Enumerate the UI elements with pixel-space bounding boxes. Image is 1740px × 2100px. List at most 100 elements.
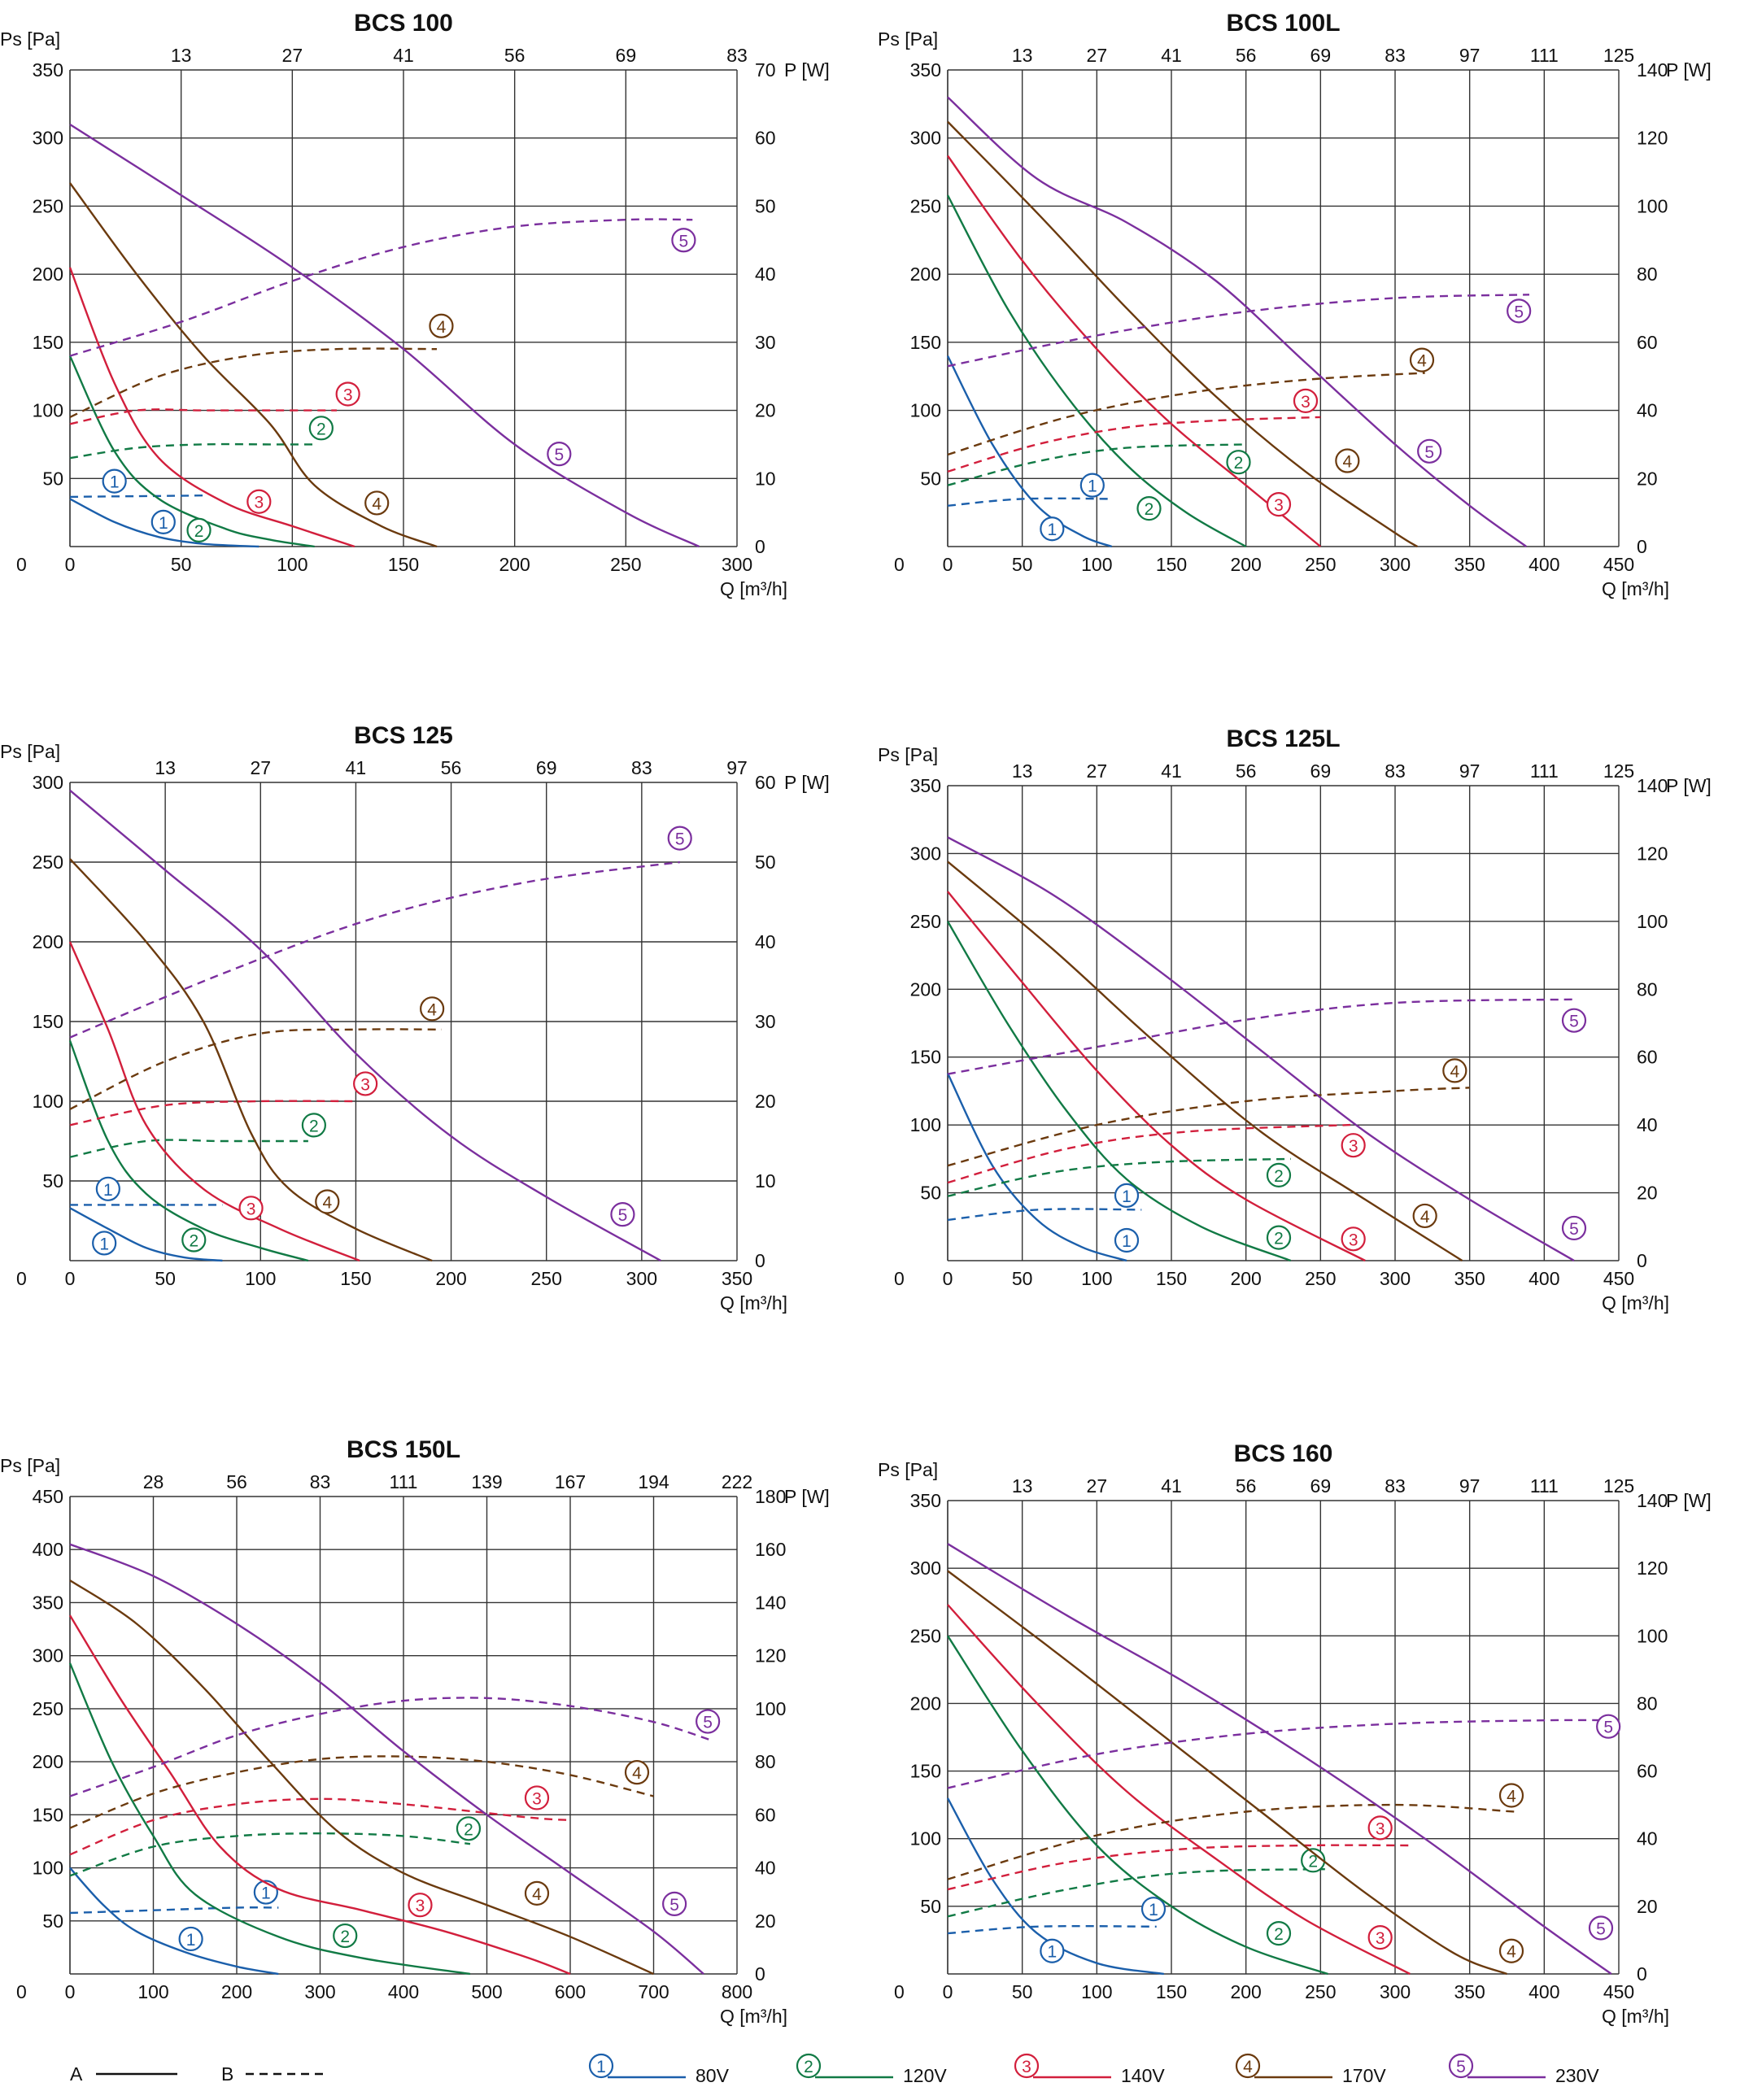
- series-2-power: 2: [69, 1816, 482, 1877]
- legend-a-label: A: [70, 2063, 83, 2085]
- series-1-pressure: 1: [69, 498, 259, 548]
- y2-tick-label: 50: [755, 195, 776, 216]
- top-tick-label: 27: [250, 757, 271, 778]
- marker-circle: [1498, 1938, 1524, 1963]
- series-marker: 1: [1040, 516, 1065, 542]
- marker-label: 2: [1308, 1852, 1318, 1871]
- marker-label: 4: [1450, 1062, 1459, 1081]
- series-2-pressure: 2: [68, 1662, 471, 1976]
- x-tick-label: 150: [1156, 1268, 1187, 1289]
- series-marker: 3: [408, 1893, 433, 1918]
- marker-label: 2: [1274, 1230, 1284, 1248]
- x-tick-label: 0: [65, 1981, 76, 2002]
- y-tick-label: 400: [33, 1539, 63, 1560]
- legend-marker-label: 2: [804, 2058, 813, 2076]
- series-1-pressure: 1: [69, 1207, 223, 1262]
- series-3-power: 3: [69, 1071, 378, 1126]
- y2-tick-label: 0: [1637, 1963, 1647, 1985]
- top-tick-label: 111: [1530, 45, 1559, 66]
- marker-circle: [524, 1785, 550, 1810]
- marker-label: 3: [360, 1075, 370, 1094]
- series-marker: 4: [1442, 1058, 1467, 1083]
- y2-tick-label: 20: [1637, 1183, 1658, 1204]
- top-tick-label: 56: [226, 1471, 247, 1492]
- y-axis-label: Ps [Pa]: [878, 1459, 938, 1480]
- y-tick-label: 300: [910, 128, 941, 149]
- series-marker: 1: [253, 1880, 278, 1905]
- legend-b-label: B: [221, 2063, 233, 2085]
- x-tick-label: 400: [1528, 1981, 1559, 2002]
- series-line: [68, 1614, 571, 1976]
- marker-circle: [301, 1113, 326, 1138]
- x-tick-label: 200: [1230, 554, 1261, 575]
- x-tick-label: 250: [1305, 554, 1336, 575]
- x-tick-label: 350: [1454, 1981, 1485, 2002]
- marker-label: 2: [464, 1820, 473, 1839]
- y2-axis-label: P [W]: [784, 772, 830, 793]
- marker-circle: [667, 826, 692, 851]
- series-marker: 5: [547, 442, 572, 467]
- x-axis-label: Q [m³/h]: [1602, 1292, 1669, 1314]
- x-tick-label: 300: [304, 1981, 335, 2002]
- y2-tick-label: 80: [1637, 978, 1658, 1000]
- marker-label: 5: [1514, 303, 1524, 321]
- series-marker: 2: [1266, 1225, 1292, 1250]
- marker-label: 3: [343, 386, 353, 404]
- series-line: [947, 1208, 1142, 1222]
- top-tick-label: 125: [1603, 45, 1634, 66]
- legend-item-4: 4 170V: [1235, 2053, 1386, 2086]
- series-marker: 1: [95, 1176, 120, 1201]
- grid: [947, 1500, 1620, 1975]
- x-tick-label: 300: [1380, 1268, 1411, 1289]
- y2-tick-label: 40: [755, 264, 776, 285]
- y2-tick-label: 140: [1637, 59, 1668, 81]
- y2-tick-label: 80: [1637, 264, 1658, 285]
- marker-label: 2: [189, 1232, 198, 1251]
- top-tick-label: 97: [726, 757, 748, 778]
- x-tick-label: 300: [1380, 1981, 1411, 2002]
- series-marker: 4: [364, 490, 390, 516]
- series-1-power: 1: [69, 1176, 223, 1206]
- top-tick-label: 69: [1310, 45, 1332, 66]
- series-3-power: 3: [69, 1785, 571, 1856]
- x-tick-label: 450: [1603, 1268, 1634, 1289]
- top-tick-label: 41: [1161, 760, 1182, 782]
- legend-item-3: 3 140V: [1014, 2053, 1165, 2086]
- y2-tick-label: 20: [1637, 1896, 1658, 1917]
- series-line: [946, 355, 1113, 548]
- series-line: [947, 1924, 1157, 1935]
- series-marker: 3: [353, 1071, 378, 1096]
- series-3-power: 3: [947, 388, 1321, 473]
- y2-tick-label: 40: [1637, 400, 1658, 421]
- y2-tick-label: 60: [755, 772, 776, 793]
- y2-axis-label: P [W]: [784, 59, 830, 81]
- marker-label: 1: [261, 1884, 271, 1903]
- marker-label: 4: [1507, 1788, 1516, 1806]
- y-tick-label: 300: [33, 128, 63, 149]
- y-tick-label: 100: [33, 1091, 63, 1112]
- y-tick-label: 150: [33, 1804, 63, 1825]
- marker-circle: [1114, 1183, 1140, 1209]
- top-tick-label: 56: [441, 757, 462, 778]
- x-tick-label: 450: [1603, 1981, 1634, 2002]
- legend-marker: [1014, 2053, 1040, 2079]
- marker-circle: [610, 1202, 635, 1227]
- marker-label: 4: [372, 495, 382, 513]
- y-tick-label: 300: [910, 1558, 941, 1579]
- series-marker: 3: [335, 381, 360, 407]
- marker-circle: [1341, 1133, 1366, 1158]
- legend-marker-label: 5: [1456, 2058, 1466, 2076]
- y-tick-label: 50: [42, 1170, 63, 1192]
- marker-label: 1: [159, 514, 168, 533]
- series-marker: 2: [333, 1923, 358, 1949]
- top-tick-label: 83: [1385, 760, 1406, 782]
- y2-tick-label: 40: [1637, 1114, 1658, 1135]
- legend-marker: [796, 2053, 822, 2079]
- series-3-pressure: 3: [68, 941, 360, 1262]
- marker-circle: [1293, 388, 1319, 413]
- series-4-pressure: 4: [947, 1570, 1524, 1976]
- series-line: [69, 495, 204, 499]
- marker-circle: [353, 1071, 378, 1096]
- series-3-power: 3: [947, 1123, 1366, 1184]
